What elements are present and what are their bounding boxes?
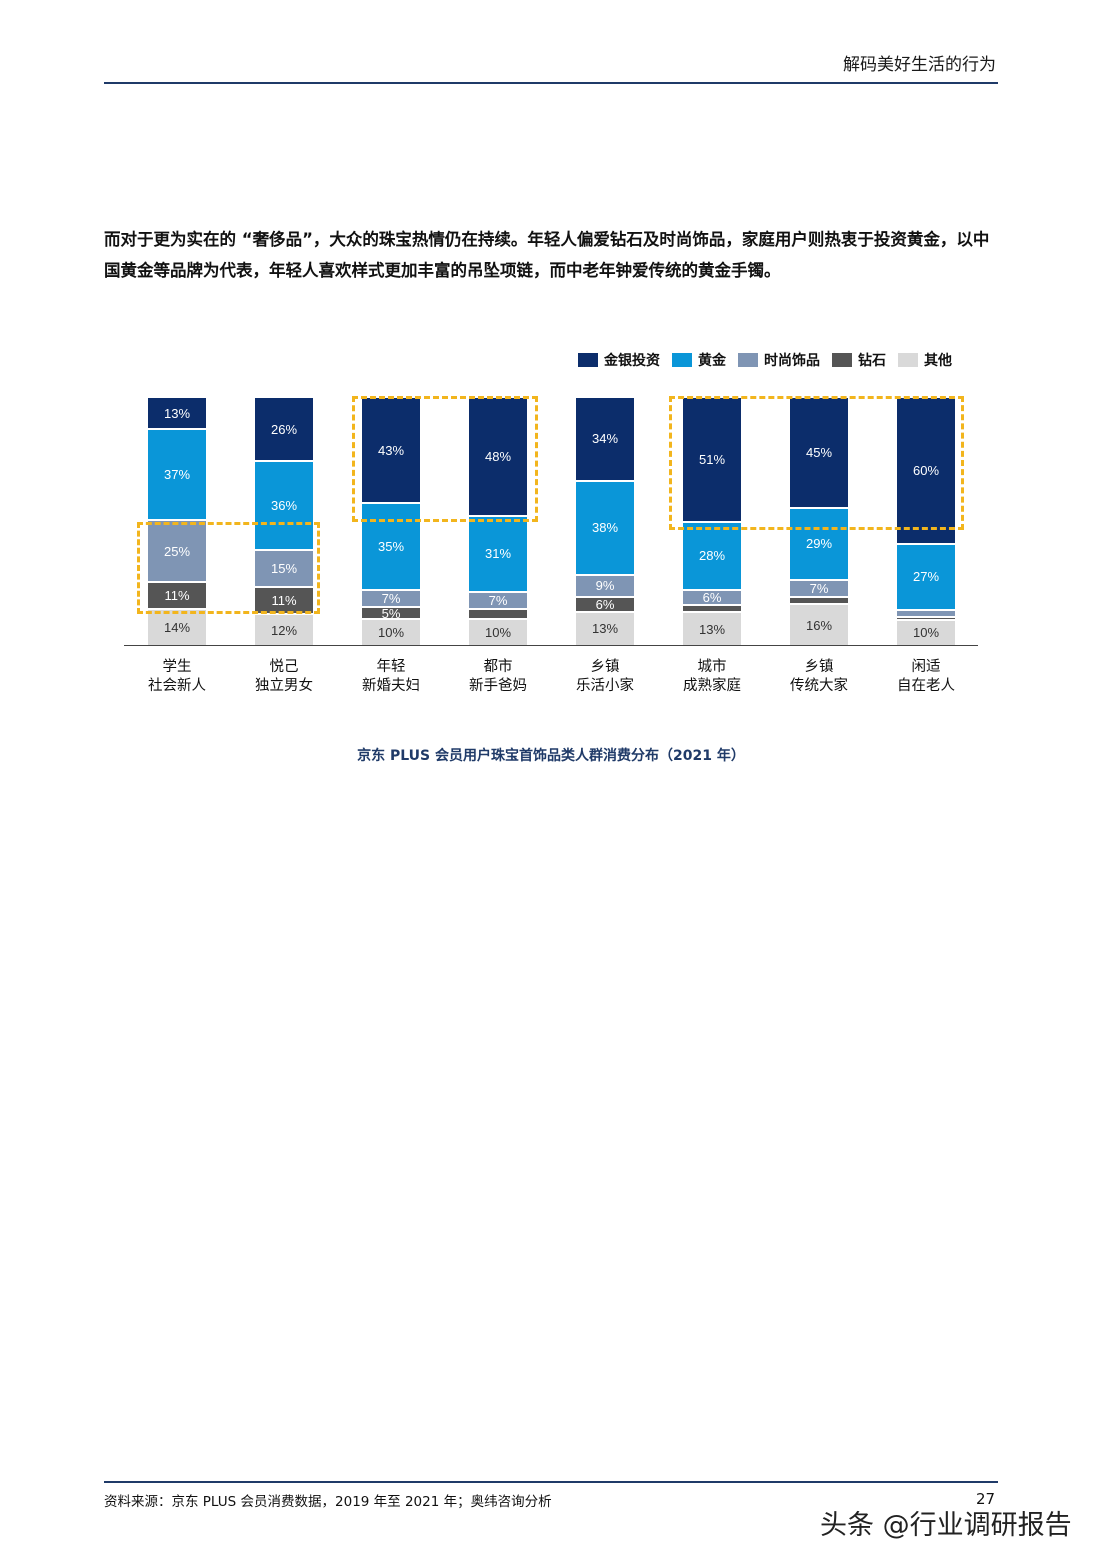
source-note: 资料来源：京东 PLUS 会员消费数据，2019 年至 2021 年；奥纬咨询分…	[104, 1494, 552, 1510]
page-number: 27	[976, 1490, 996, 1508]
category-label: 都市 新手爸妈	[443, 658, 553, 696]
bar-segment: 10%	[469, 620, 527, 645]
bar-segment: 48%	[469, 398, 527, 517]
bar-stack: 34% 38% 9% 6% 13%	[576, 398, 634, 645]
bar-segment: 5%	[362, 606, 420, 621]
header-divider	[104, 82, 998, 84]
category-label: 城市 成熟家庭	[657, 658, 767, 696]
legend-swatch	[832, 353, 852, 367]
bar-segment: 13%	[148, 398, 206, 431]
legend-item-gold-silver-investment: 金银投资	[578, 350, 660, 370]
legend-swatch	[578, 353, 598, 367]
page-header-title: 解码美好生活的行为	[843, 55, 996, 75]
bar-stack: 48% 31% 7% 10%	[469, 398, 527, 645]
bar-segment: 43%	[362, 398, 420, 505]
bar-segment: 35%	[362, 504, 420, 591]
category-label-line: 城市	[697, 659, 727, 675]
bar-stack: 45% 29% 7% 16%	[790, 398, 848, 645]
bar-segment: 7%	[790, 580, 848, 599]
bar-segment	[897, 610, 955, 619]
category-label: 乡镇 传统大家	[764, 658, 874, 696]
bar-segment	[897, 618, 955, 621]
bar-segment: 9%	[576, 575, 634, 599]
bar-segment: 11%	[148, 583, 206, 611]
bar-segment	[683, 605, 741, 614]
category-label: 年轻 新婚夫妇	[336, 658, 446, 696]
bar-stack: 26% 36% 15% 11% 12%	[255, 398, 313, 645]
highlight-box-family-investment	[352, 396, 538, 522]
legend-swatch	[738, 353, 758, 367]
highlight-box-young-fashion-diamond	[137, 522, 320, 614]
bar-segment: 45%	[790, 398, 848, 510]
bar-segment: 13%	[576, 612, 634, 645]
category-label-line: 学生	[162, 659, 192, 675]
bar-segment: 36%	[255, 462, 313, 552]
bar-segment: 15%	[255, 551, 313, 589]
legend-item-gold: 黄金	[672, 350, 726, 370]
chart-caption: 京东 PLUS 会员用户珠宝首饰品类人群消费分布（2021 年）	[357, 748, 745, 764]
category-label-line: 乡镇	[804, 659, 834, 675]
intro-paragraph: 而对于更为实在的 “奢侈品”，大众的珠宝热情仍在持续。年轻人偏爱钻石及时尚饰品，…	[104, 230, 990, 280]
legend-item-fashion-jewelry: 时尚饰品	[738, 350, 820, 370]
bar-segment: 11%	[255, 588, 313, 616]
bar-segment: 34%	[576, 398, 634, 482]
category-label-line: 乐活小家	[576, 678, 634, 694]
category-label-line: 新婚夫妇	[362, 678, 420, 694]
category-label: 乡镇 乐活小家	[550, 658, 660, 696]
bar-stack: 13% 37% 25% 11% 14%	[148, 398, 206, 645]
bar-segment	[469, 610, 527, 621]
bar-stack: 60% 27% 10%	[897, 398, 955, 645]
bar-segment: 14%	[148, 610, 206, 645]
category-label: 悦己 独立男女	[229, 658, 339, 696]
bar-segment: 6%	[576, 597, 634, 613]
category-label-line: 成熟家庭	[683, 678, 741, 694]
category-label-line: 传统大家	[790, 678, 848, 694]
legend-item-other: 其他	[898, 350, 952, 370]
bar-segment	[790, 598, 848, 606]
bar-segment: 16%	[790, 605, 848, 645]
legend-swatch	[672, 353, 692, 367]
bar-segment: 10%	[897, 620, 955, 645]
category-label-line: 新手爸妈	[469, 678, 527, 694]
highlight-box-mature-investment	[669, 396, 964, 530]
bar-segment: 12%	[255, 615, 313, 645]
legend-item-diamond: 钻石	[832, 350, 886, 370]
category-label: 学生 社会新人	[122, 658, 232, 696]
stacked-bar-chart: 13% 37% 25% 11% 14% 26% 36% 15% 11% 12% 43% 35% 7% 5%…	[124, 398, 978, 645]
category-label-line: 自在老人	[897, 678, 955, 694]
bar-segment: 31%	[469, 516, 527, 594]
category-label-line: 乡镇	[590, 659, 620, 675]
bar-segment: 28%	[683, 522, 741, 592]
bar-segment: 6%	[683, 590, 741, 606]
category-label-line: 年轻	[376, 659, 406, 675]
bar-segment: 51%	[683, 398, 741, 523]
bar-stack: 51% 28% 6% 13%	[683, 398, 741, 645]
bar-segment: 25%	[148, 521, 206, 584]
bar-segment: 38%	[576, 481, 634, 576]
bar-segment: 13%	[683, 613, 741, 645]
bar-stack: 43% 35% 7% 5% 10%	[362, 398, 420, 645]
category-label-line: 闲适	[911, 659, 941, 675]
category-label-line: 社会新人	[148, 678, 206, 694]
footer-divider	[104, 1481, 998, 1483]
bar-segment: 60%	[897, 398, 955, 545]
bar-segment: 10%	[362, 620, 420, 645]
category-label: 闲适 自在老人	[871, 658, 981, 696]
bar-segment: 7%	[469, 593, 527, 611]
category-label-line: 独立男女	[255, 678, 313, 694]
legend-swatch	[898, 353, 918, 367]
category-label-line: 都市	[483, 659, 513, 675]
watermark: 头条 @行业调研报告	[820, 1510, 1072, 1541]
bar-segment: 7%	[362, 590, 420, 608]
x-axis-line	[124, 645, 978, 646]
chart-legend: 金银投资 黄金 时尚饰品 钻石 其他	[578, 350, 964, 370]
bar-segment: 26%	[255, 398, 313, 463]
category-label-line: 悦己	[269, 659, 299, 675]
bar-segment: 29%	[790, 509, 848, 581]
bar-segment: 27%	[897, 544, 955, 611]
bar-segment: 37%	[148, 430, 206, 522]
